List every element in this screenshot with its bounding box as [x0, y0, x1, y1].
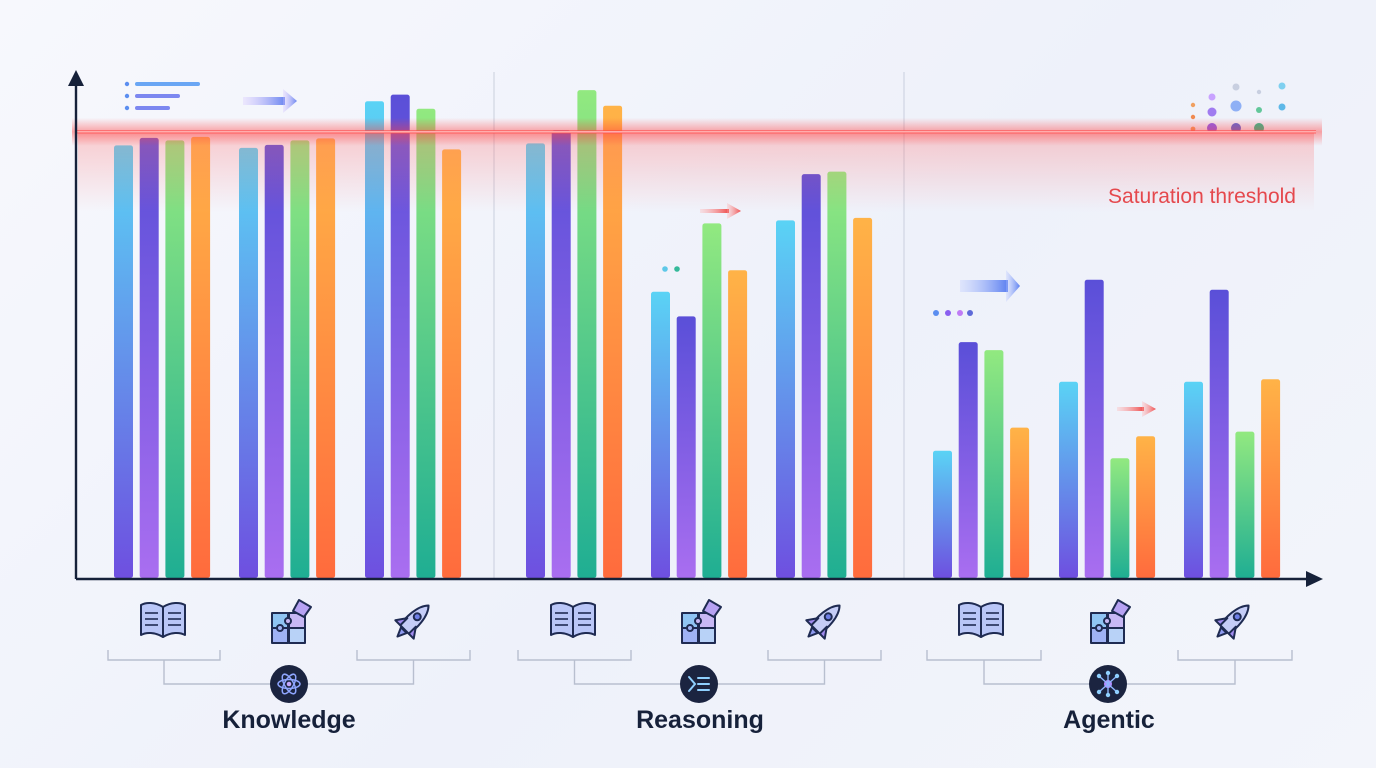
bar-agentic-1-4: [1010, 427, 1030, 578]
bar-knowledge-2-4: [316, 138, 336, 578]
list-lines-icon: [124, 81, 200, 111]
category-icons: [140, 599, 1250, 644]
bar-knowledge-1-1: [114, 145, 133, 578]
y-axis-arrowhead: [68, 70, 84, 86]
rocket-icon: [805, 604, 841, 640]
group-brackets: [107, 650, 1293, 703]
bar-knowledge-1-2: [139, 137, 159, 578]
bar-knowledge-1-4: [191, 136, 211, 578]
bar-reasoning-3-4: [853, 217, 873, 578]
threshold-label: Saturation threshold: [1108, 185, 1296, 208]
arrow-icon: [960, 270, 1020, 302]
atom-icon: [270, 665, 308, 703]
bar-agentic-2-4: [1136, 436, 1156, 578]
dots-icon: [662, 266, 680, 272]
network-icon: [1089, 665, 1127, 703]
bar-agentic-1-3: [984, 350, 1004, 578]
book-icon: [550, 601, 596, 638]
bar-reasoning-2-4: [728, 270, 748, 578]
bar-reasoning-2-3: [702, 223, 722, 578]
terminal-icon: [680, 665, 718, 703]
bar-knowledge-3-2: [390, 94, 410, 578]
bar-reasoning-1-1: [526, 143, 545, 578]
bar-knowledge-2-1: [239, 147, 258, 578]
axes: [68, 70, 1323, 587]
bar-reasoning-1-3: [577, 90, 597, 578]
book-icon: [958, 601, 1004, 638]
bar-knowledge-3-1: [365, 101, 384, 578]
bar-agentic-2-2: [1084, 279, 1104, 578]
bar-knowledge-1-3: [165, 140, 185, 578]
rocket-icon: [394, 604, 430, 640]
bar-reasoning-2-2: [676, 316, 696, 578]
rocket-icon: [1214, 604, 1250, 640]
dots-icon: [933, 310, 973, 316]
threshold-band: [72, 117, 1322, 212]
puzzle-icon: [1090, 599, 1131, 644]
book-icon: [140, 601, 186, 638]
arrow-icon: [1117, 401, 1156, 417]
bar-knowledge-3-4: [442, 149, 462, 578]
bar-knowledge-2-2: [264, 144, 284, 578]
group-label-knowledge: Knowledge: [222, 706, 356, 734]
bar-knowledge-2-3: [290, 140, 310, 578]
bar-agentic-2-3: [1110, 458, 1130, 578]
x-axis-arrowhead: [1306, 571, 1323, 587]
bar-knowledge-3-3: [416, 108, 436, 578]
bar-reasoning-3-1: [776, 220, 795, 578]
bar-agentic-3-1: [1184, 381, 1203, 578]
bar-agentic-3-2: [1209, 289, 1229, 578]
bar-agentic-1-1: [933, 450, 952, 578]
puzzle-icon: [271, 599, 312, 644]
bar-reasoning-3-3: [827, 171, 847, 578]
bar-agentic-3-4: [1261, 379, 1281, 578]
bar-reasoning-2-1: [651, 291, 670, 578]
bar-agentic-2-1: [1059, 381, 1078, 578]
group-label-agentic: Agentic: [1063, 706, 1155, 734]
bar-reasoning-1-2: [551, 130, 571, 579]
arrow-icon: [243, 89, 297, 113]
bar-agentic-3-3: [1235, 431, 1255, 578]
group-label-reasoning: Reasoning: [636, 706, 764, 734]
puzzle-icon: [681, 599, 722, 644]
bar-reasoning-1-4: [603, 105, 623, 578]
bars: [114, 90, 1281, 579]
bar-agentic-1-2: [958, 342, 978, 578]
bar-reasoning-3-2: [801, 174, 821, 578]
